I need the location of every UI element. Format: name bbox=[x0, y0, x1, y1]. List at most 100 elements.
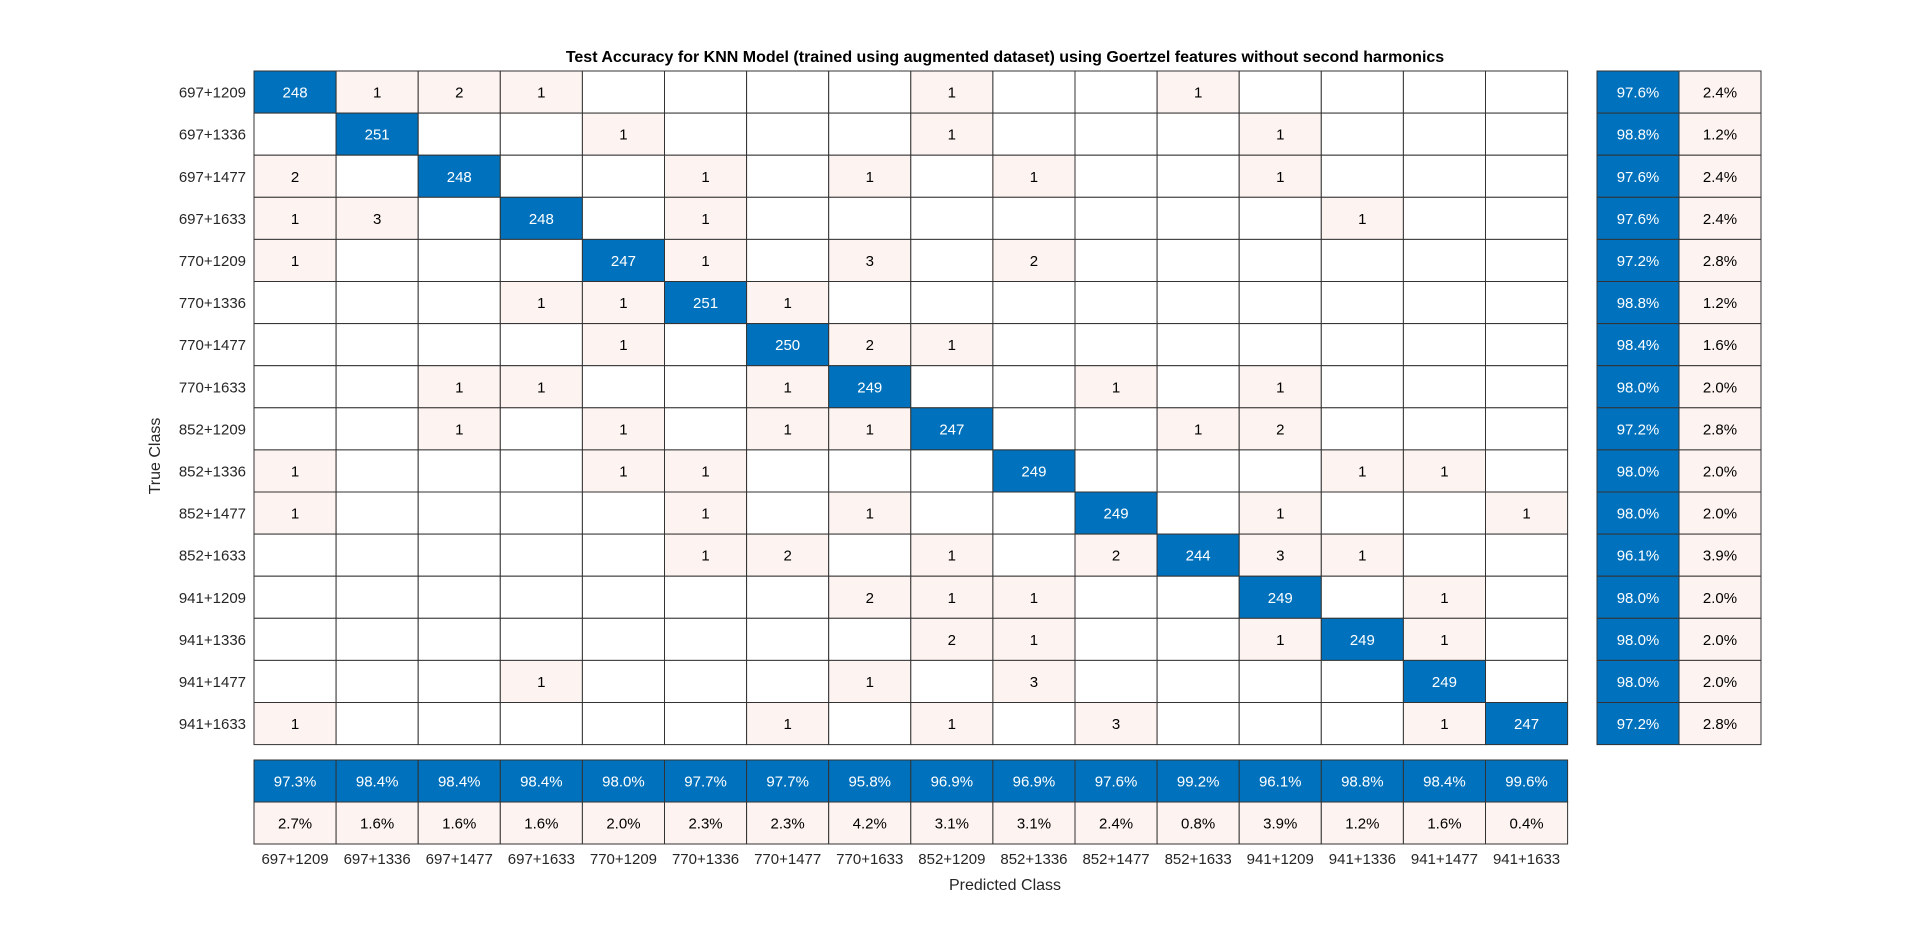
matrix-cell bbox=[664, 112, 748, 156]
matrix-cell bbox=[499, 575, 583, 619]
matrix-cell bbox=[746, 407, 830, 451]
matrix-cell bbox=[1156, 617, 1240, 661]
matrix-cell bbox=[828, 659, 912, 704]
matrix-cell bbox=[417, 112, 501, 156]
matrix-cell bbox=[499, 407, 583, 451]
matrix-cell-value: 251 bbox=[365, 127, 390, 144]
matrix-cell-value: 1 bbox=[1276, 632, 1284, 649]
matrix-cell bbox=[992, 112, 1076, 156]
matrix-cell bbox=[1238, 112, 1322, 156]
matrix-cell bbox=[992, 281, 1076, 325]
x-axis-label: Predicted Class bbox=[949, 877, 1061, 894]
matrix-cell bbox=[1402, 154, 1487, 198]
matrix-cell bbox=[1485, 407, 1569, 451]
row-summary-incorrect-value: 2.4% bbox=[1703, 211, 1737, 228]
row-summary-correct-cell bbox=[1596, 196, 1680, 240]
row-summary-incorrect-value: 2.0% bbox=[1703, 674, 1737, 691]
predicted-class-tick-label: 852+1209 bbox=[918, 851, 985, 868]
matrix-cell bbox=[992, 491, 1076, 535]
matrix-cell-value: 249 bbox=[1432, 674, 1457, 691]
matrix-cell-value: 1 bbox=[1440, 590, 1448, 607]
matrix-cell bbox=[1320, 238, 1404, 282]
matrix-cell-value: 250 bbox=[775, 337, 800, 354]
matrix-cell bbox=[828, 238, 912, 282]
predicted-class-tick-label: 697+1633 bbox=[508, 851, 575, 868]
matrix-cell-value: 1 bbox=[866, 421, 874, 438]
row-summary-incorrect-value: 2.8% bbox=[1703, 421, 1737, 438]
matrix-cell bbox=[1074, 323, 1158, 367]
predicted-class-tick-label: 770+1209 bbox=[590, 851, 657, 868]
matrix-cell-value: 1 bbox=[1194, 421, 1202, 438]
matrix-cell bbox=[1238, 449, 1322, 493]
matrix-cell bbox=[1402, 196, 1487, 240]
column-summary-incorrect-value: 1.6% bbox=[524, 816, 558, 833]
column-summary-incorrect-cell bbox=[828, 801, 912, 845]
row-summary-incorrect-value: 2.8% bbox=[1703, 716, 1737, 733]
true-class-tick-label: 941+1336 bbox=[179, 632, 246, 649]
matrix-cell bbox=[1320, 323, 1404, 367]
row-summary-correct-value: 98.8% bbox=[1617, 127, 1660, 144]
matrix-cell-value: 2 bbox=[783, 548, 791, 565]
matrix-cell-value: 1 bbox=[866, 674, 874, 691]
true-class-tick-label: 941+1633 bbox=[179, 716, 246, 733]
matrix-cell-diagonal bbox=[910, 407, 994, 451]
matrix-cell bbox=[1074, 281, 1158, 325]
matrix-cell bbox=[1485, 70, 1569, 114]
matrix-cell-value: 1 bbox=[619, 421, 627, 438]
matrix-cell-value: 1 bbox=[701, 211, 709, 228]
matrix-cell-value: 1 bbox=[1276, 127, 1284, 144]
matrix-cell bbox=[1485, 196, 1569, 240]
matrix-cell bbox=[1485, 449, 1569, 493]
matrix-cell-value: 2 bbox=[1112, 548, 1120, 565]
row-summary-incorrect-value: 2.0% bbox=[1703, 590, 1737, 607]
matrix-cell bbox=[1156, 281, 1240, 325]
matrix-cell bbox=[992, 659, 1076, 704]
matrix-cell bbox=[253, 702, 337, 746]
column-summary-correct-value: 98.4% bbox=[520, 774, 563, 791]
matrix-cell bbox=[664, 365, 748, 409]
matrix-cell bbox=[664, 702, 748, 746]
column-summary-incorrect-value: 0.8% bbox=[1181, 816, 1215, 833]
matrix-cell-value: 2 bbox=[866, 337, 874, 354]
row-summary-correct-value: 98.0% bbox=[1617, 632, 1660, 649]
column-summary-correct-value: 98.4% bbox=[356, 774, 399, 791]
matrix-cell-diagonal bbox=[664, 281, 748, 325]
matrix-cell-value: 247 bbox=[939, 421, 964, 438]
predicted-class-tick-label: 697+1477 bbox=[426, 851, 493, 868]
matrix-cell-diagonal bbox=[1402, 659, 1487, 704]
matrix-cell bbox=[1156, 238, 1240, 282]
matrix-cell bbox=[417, 575, 501, 619]
matrix-cell-value: 1 bbox=[1440, 463, 1448, 480]
matrix-cell-value: 3 bbox=[1030, 674, 1038, 691]
column-summary-incorrect-cell bbox=[1402, 801, 1487, 845]
matrix-cell bbox=[664, 154, 748, 198]
matrix-cell bbox=[746, 70, 830, 114]
row-summary-incorrect-cell bbox=[1678, 281, 1762, 325]
matrix-cell-value: 1 bbox=[1276, 169, 1284, 186]
matrix-cell-value: 248 bbox=[283, 85, 308, 102]
matrix-cell bbox=[910, 617, 994, 661]
row-summary-incorrect-value: 1.6% bbox=[1703, 337, 1737, 354]
row-summary-correct-cell bbox=[1596, 112, 1680, 156]
matrix-cell bbox=[1485, 659, 1569, 704]
matrix-cell-value: 249 bbox=[1268, 590, 1293, 607]
row-summary-correct-value: 98.0% bbox=[1617, 379, 1660, 396]
matrix-cell-value: 1 bbox=[291, 506, 299, 523]
matrix-cell bbox=[335, 70, 419, 114]
column-summary-incorrect-value: 2.4% bbox=[1099, 816, 1133, 833]
predicted-class-tick-label: 852+1633 bbox=[1165, 851, 1232, 868]
matrix-cell-diagonal bbox=[253, 70, 337, 114]
matrix-cell bbox=[746, 238, 830, 282]
matrix-cell bbox=[253, 533, 337, 577]
row-summary-incorrect-value: 2.0% bbox=[1703, 379, 1737, 396]
matrix-cell bbox=[1320, 702, 1404, 746]
matrix-cell bbox=[910, 238, 994, 282]
row-summary-correct-cell bbox=[1596, 154, 1680, 198]
matrix-cell bbox=[417, 238, 501, 282]
matrix-cell bbox=[1074, 449, 1158, 493]
matrix-cell-value: 1 bbox=[1194, 85, 1202, 102]
predicted-class-tick-label: 852+1477 bbox=[1082, 851, 1149, 868]
matrix-cell bbox=[253, 323, 337, 367]
matrix-cell bbox=[746, 702, 830, 746]
column-summary-incorrect-cell bbox=[1320, 801, 1404, 845]
